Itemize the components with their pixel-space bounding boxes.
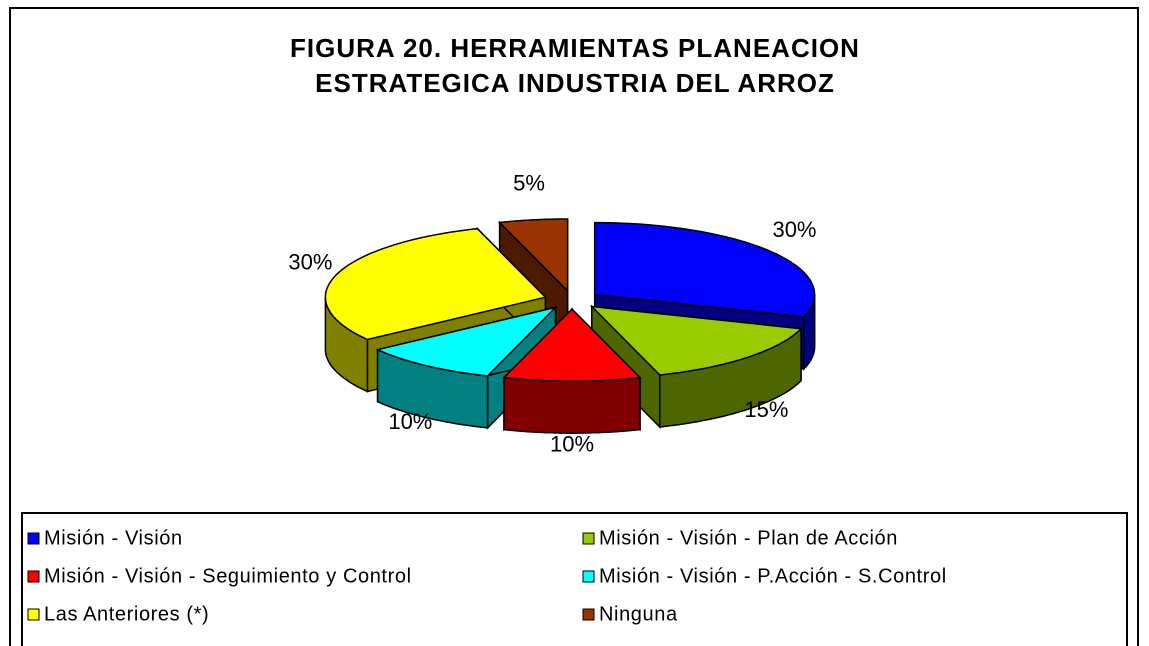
data-label: 30% (288, 250, 332, 275)
legend-label: Ninguna (599, 603, 678, 625)
legend-label: Misión - Visión - Plan de Acción (599, 527, 898, 549)
data-label: 30% (772, 217, 816, 242)
slice-wall (503, 376, 641, 434)
data-label: 15% (744, 397, 788, 422)
pie-slice (502, 307, 642, 434)
data-label: 10% (550, 431, 594, 456)
legend-swatch (27, 570, 40, 583)
chart-title: ESTRATEGICA INDUSTRIA DEL ARROZ (315, 68, 835, 98)
legend-label: Misión - Visión (44, 527, 183, 549)
legend-label: Misión - Visión - P.Acción - S.Control (599, 565, 947, 587)
data-label: 10% (388, 409, 432, 434)
slice-top (497, 218, 569, 293)
legend-swatch (27, 532, 40, 545)
slice-top (589, 305, 803, 376)
chart-title: FIGURA 20. HERRAMIENTAS PLANEACION (290, 33, 860, 63)
data-label: 5% (513, 170, 545, 195)
legend-label: Las Anteriores (*) (44, 603, 209, 625)
legend-swatch (582, 570, 595, 583)
slice-top (375, 306, 558, 377)
legend-label: Misión - Visión - Seguimiento y Control (44, 565, 412, 587)
legend-swatch (27, 608, 40, 621)
legend-swatch (582, 532, 595, 545)
legend-swatch (582, 608, 595, 621)
legend-box (21, 512, 1128, 646)
pie-slice (589, 304, 803, 429)
slice-top (593, 221, 816, 318)
slice-top (502, 308, 642, 382)
slice-top (324, 227, 547, 341)
